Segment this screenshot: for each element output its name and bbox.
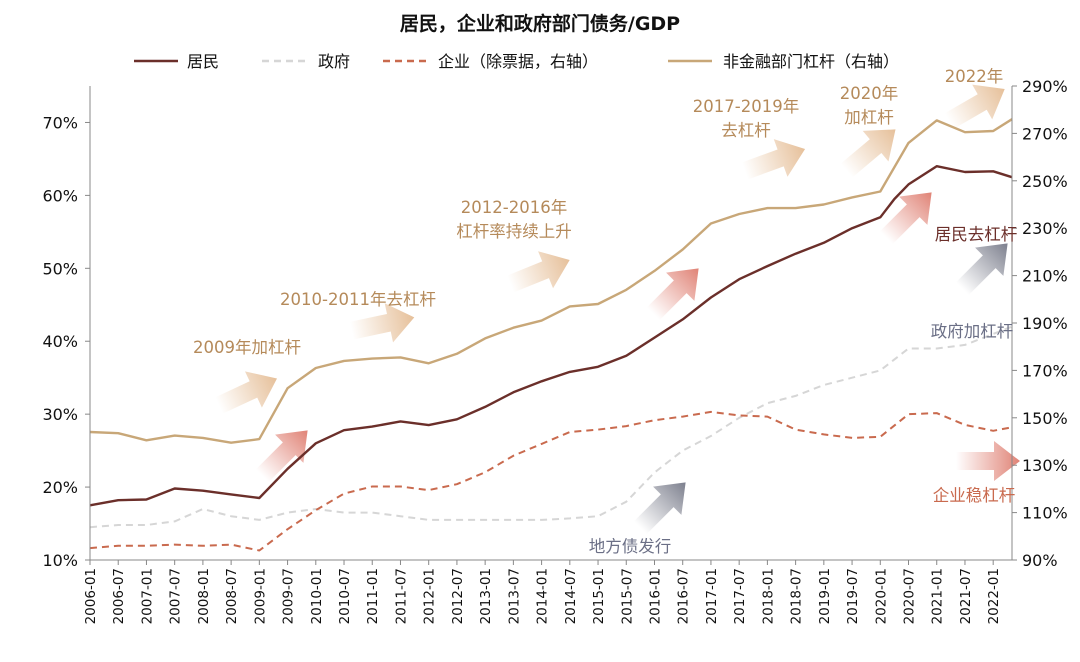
y-right-tick-label: 290% — [1022, 77, 1068, 96]
annotation-arrow-0 — [215, 371, 278, 414]
x-tick-label: 2018-07 — [789, 568, 805, 624]
annotation-label-7: 加杠杆 — [844, 108, 894, 127]
y-left-tick-label: 40% — [42, 332, 78, 351]
annotation-arrow-7 — [647, 268, 699, 320]
y-right-tick-label: 130% — [1022, 456, 1068, 475]
y-left-tick-label: 60% — [42, 186, 78, 205]
y-right-tick-label: 170% — [1022, 361, 1068, 380]
x-tick-label: 2009-01 — [252, 568, 268, 624]
y-left-tick-label: 10% — [42, 551, 78, 570]
annotation-arrow-4 — [840, 129, 896, 178]
x-tick-label: 2007-07 — [168, 568, 184, 624]
legend-label-3: 非金融部门杠杆（右轴） — [723, 52, 899, 71]
y-right-tick-label: 230% — [1022, 219, 1068, 238]
legend-label-2: 企业（除票据，右轴） — [438, 52, 598, 71]
series-line-2 — [89, 410, 1013, 552]
y-right-tick-label: 110% — [1022, 504, 1068, 523]
axes: 10% 20% 30% 40% 50% 60% 70% 90% 110% 130% 150% 170%… — [42, 77, 1067, 624]
x-tick-label: 2019-01 — [817, 568, 833, 624]
x-tick-label: 2012-07 — [450, 568, 466, 624]
annotation-arrows — [215, 84, 1020, 534]
y-left-tick-label: 70% — [42, 113, 78, 132]
legend-label-1: 政府 — [318, 52, 350, 71]
annotation-label-4: 2017-2019年 — [693, 97, 799, 116]
series-line-1 — [89, 325, 1013, 529]
chart-title: 居民，企业和政府部门债务/GDP — [400, 12, 680, 35]
y-left-tick-label: 50% — [42, 259, 78, 278]
x-tick-label: 2010-01 — [309, 568, 325, 624]
annotation-label-10: 政府加杠杆 — [931, 322, 1014, 341]
legend-label-0: 居民 — [187, 52, 219, 71]
annotation-arrow-3 — [741, 139, 806, 180]
annotation-arrow-9 — [956, 441, 1020, 481]
x-tick-label: 2015-07 — [619, 568, 635, 624]
x-tick-label: 2021-07 — [958, 568, 974, 624]
annotation-arrow-1 — [349, 303, 415, 343]
x-tick-label: 2015-01 — [591, 568, 607, 624]
series-lines — [89, 118, 1013, 552]
legend: 居民 政府 企业（除票据，右轴） 非金融部门杠杆（右轴） — [134, 52, 899, 71]
x-tick-label: 2011-01 — [365, 568, 381, 624]
annotation-label-6: 2020年 — [840, 84, 899, 103]
x-tick-label: 2009-07 — [281, 568, 297, 624]
series-line-3 — [89, 118, 1013, 444]
x-tick-label: 2013-07 — [506, 568, 522, 624]
x-tick-label: 2016-07 — [676, 568, 692, 624]
series-line-0 — [89, 164, 1013, 507]
annotation-label-11: 企业稳杠杆 — [933, 486, 1016, 505]
y-right-tick-label: 90% — [1022, 551, 1058, 570]
annotation-label-3: 杠杆率持续上升 — [456, 222, 572, 241]
x-tick-label: 2008-01 — [196, 568, 212, 624]
x-tick-label: 2008-07 — [224, 568, 240, 624]
x-tick-label: 2012-01 — [422, 568, 438, 624]
x-tick-label: 2019-07 — [845, 568, 861, 624]
annotation-label-12: 地方债发行 — [589, 537, 672, 556]
annotation-arrow-8 — [880, 192, 932, 244]
x-tick-label: 2006-01 — [83, 568, 99, 624]
annotation-label-0: 2009年加杠杆 — [193, 338, 301, 357]
x-tick-label: 2010-07 — [337, 568, 353, 624]
annotation-arrow-5 — [944, 84, 1005, 129]
y-right-tick-label: 250% — [1022, 172, 1068, 191]
annotation-label-8: 2022年 — [945, 67, 1004, 86]
x-tick-label: 2014-07 — [563, 568, 579, 624]
x-tick-label: 2016-01 — [647, 568, 663, 624]
x-tick-label: 2017-01 — [704, 568, 720, 624]
x-tick-label: 2020-01 — [873, 568, 889, 624]
x-tick-label: 2021-01 — [930, 568, 946, 624]
x-tick-label: 2013-01 — [478, 568, 494, 624]
x-tick-label: 2022-01 — [986, 568, 1002, 624]
annotation-arrow-2 — [506, 251, 570, 293]
x-tick-label: 2014-01 — [535, 568, 551, 624]
annotation-label-9: 居民去杠杆 — [935, 225, 1018, 244]
x-tick-label: 2011-07 — [393, 568, 409, 624]
annotation-arrow-11 — [634, 482, 686, 534]
x-tick-label: 2007-01 — [139, 568, 155, 624]
annotation-label-1: 2010-2011年去杠杆 — [280, 290, 436, 309]
x-tick-label: 2017-07 — [732, 568, 748, 624]
y-right-tick-label: 150% — [1022, 409, 1068, 428]
y-left-tick-label: 20% — [42, 478, 78, 497]
annotation-label-5: 去杠杆 — [721, 121, 771, 140]
x-tick-label: 2018-01 — [760, 568, 776, 624]
y-right-tick-label: 210% — [1022, 267, 1068, 286]
x-tick-label: 2006-07 — [111, 568, 127, 624]
y-left-tick-label: 30% — [42, 405, 78, 424]
x-tick-label: 2020-07 — [902, 568, 918, 624]
y-right-tick-label: 270% — [1022, 124, 1068, 143]
annotation-arrow-10 — [956, 243, 1008, 295]
annotation-label-2: 2012-2016年 — [461, 198, 567, 217]
y-right-tick-label: 190% — [1022, 314, 1068, 333]
annotation-arrow-6 — [256, 430, 308, 482]
